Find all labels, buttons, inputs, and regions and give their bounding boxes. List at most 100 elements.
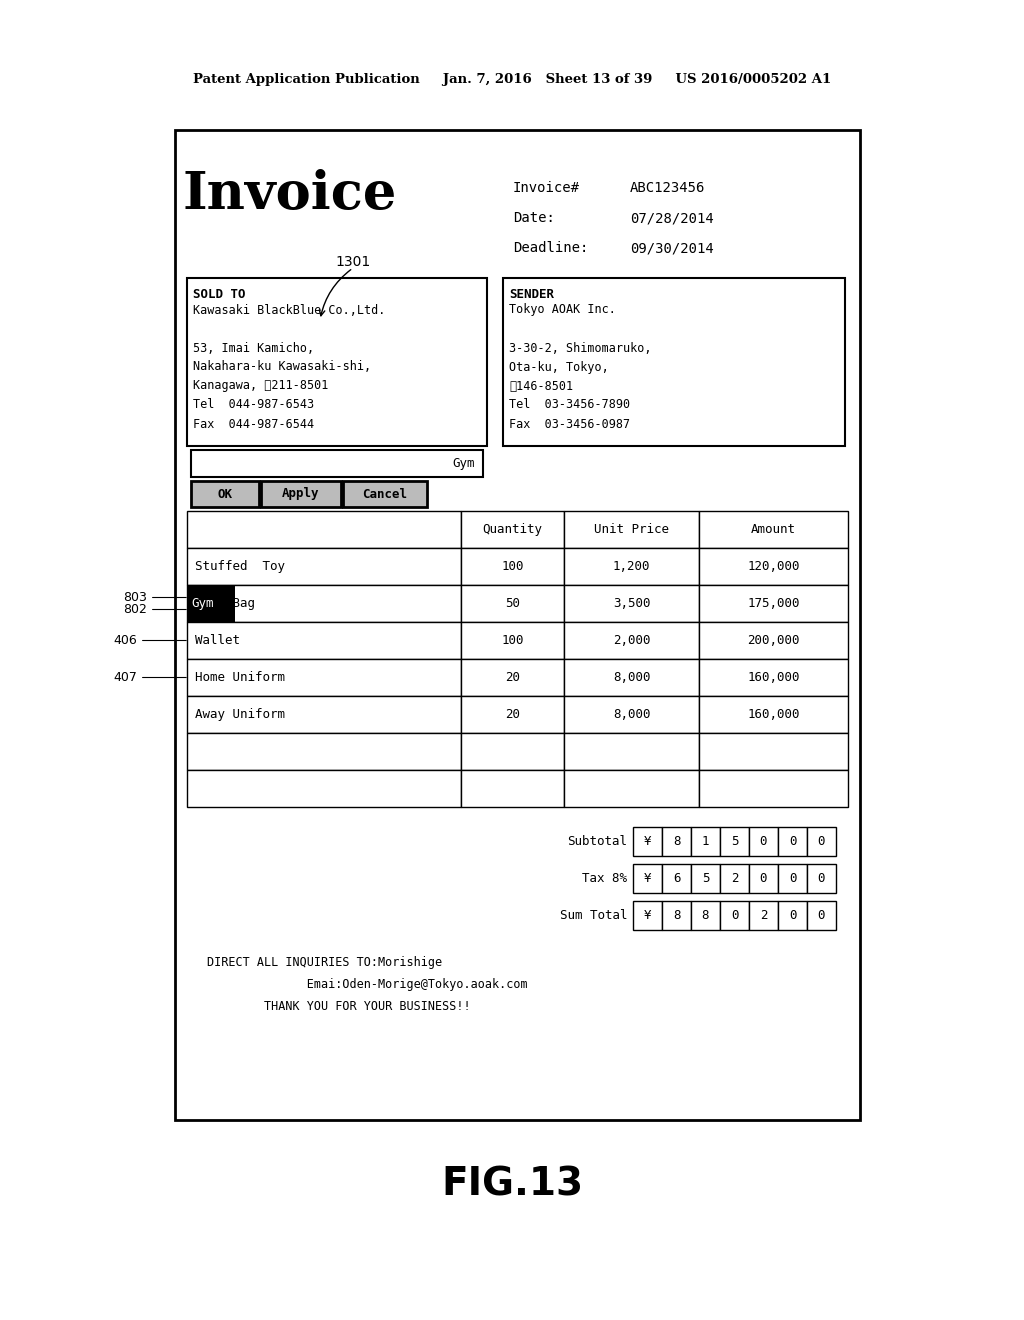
Text: Kawasaki BlackBlue Co.,Ltd.: Kawasaki BlackBlue Co.,Ltd. <box>193 304 385 317</box>
Bar <box>749 902 778 931</box>
Bar <box>699 622 848 659</box>
Text: Deadline:: Deadline: <box>513 242 589 255</box>
Bar <box>778 865 807 894</box>
Bar <box>807 902 836 931</box>
Bar <box>503 279 845 446</box>
Text: 8: 8 <box>701 909 710 921</box>
Text: 2,000: 2,000 <box>612 634 650 647</box>
Bar <box>699 548 848 585</box>
Bar <box>633 902 662 931</box>
Bar <box>462 585 564 622</box>
Text: 0: 0 <box>818 909 825 921</box>
Bar <box>633 865 662 894</box>
Text: 0: 0 <box>731 909 738 921</box>
Bar <box>807 865 836 894</box>
Text: Apply: Apply <box>283 487 319 500</box>
Text: 2: 2 <box>731 873 738 884</box>
Bar <box>699 733 848 770</box>
Bar <box>564 622 699 659</box>
Text: SOLD TO: SOLD TO <box>193 288 246 301</box>
Bar <box>343 480 427 507</box>
Bar <box>462 548 564 585</box>
Text: 0: 0 <box>788 909 797 921</box>
Bar <box>564 511 699 548</box>
Bar <box>187 659 462 696</box>
Text: Gym: Gym <box>191 597 213 610</box>
Text: 8,000: 8,000 <box>612 671 650 684</box>
Bar <box>462 733 564 770</box>
Bar <box>720 902 749 931</box>
Bar <box>662 828 691 855</box>
Text: Gym: Gym <box>453 457 475 470</box>
Bar <box>691 902 720 931</box>
Text: Fax  044-987-6544: Fax 044-987-6544 <box>193 417 314 430</box>
Bar <box>187 511 462 548</box>
Text: 160,000: 160,000 <box>748 708 800 721</box>
Text: 407: 407 <box>113 671 186 684</box>
Text: Tel  044-987-6543: Tel 044-987-6543 <box>193 399 314 412</box>
Text: 50: 50 <box>505 597 520 610</box>
Bar <box>462 696 564 733</box>
Bar <box>720 865 749 894</box>
Bar <box>699 585 848 622</box>
Text: 1,200: 1,200 <box>612 560 650 573</box>
Bar <box>720 828 749 855</box>
Bar <box>778 828 807 855</box>
Text: Gym  Bag: Gym Bag <box>195 597 255 610</box>
Text: 3,500: 3,500 <box>612 597 650 610</box>
Text: Invoice#: Invoice# <box>513 181 580 195</box>
Text: 8,000: 8,000 <box>612 708 650 721</box>
Text: SENDER: SENDER <box>509 288 554 301</box>
Bar <box>699 696 848 733</box>
Text: 0: 0 <box>818 836 825 847</box>
Text: Nakahara-ku Kawasaki-shi,: Nakahara-ku Kawasaki-shi, <box>193 360 371 374</box>
Text: Unit Price: Unit Price <box>594 523 669 536</box>
Text: 6: 6 <box>673 873 680 884</box>
Text: 20: 20 <box>505 671 520 684</box>
Bar <box>662 865 691 894</box>
Text: 07/28/2014: 07/28/2014 <box>630 211 714 224</box>
Text: Fax  03-3456-0987: Fax 03-3456-0987 <box>509 417 630 430</box>
Text: Amount: Amount <box>752 523 796 536</box>
Text: DIRECT ALL INQUIRIES TO:Morishige: DIRECT ALL INQUIRIES TO:Morishige <box>207 956 442 969</box>
Text: ¥: ¥ <box>644 909 651 921</box>
Text: 5: 5 <box>701 873 710 884</box>
Bar <box>187 585 462 622</box>
Text: 20: 20 <box>505 708 520 721</box>
Bar <box>462 659 564 696</box>
Text: OK: OK <box>217 487 232 500</box>
Text: 0: 0 <box>788 836 797 847</box>
Text: THANK YOU FOR YOUR BUSINESS!!: THANK YOU FOR YOUR BUSINESS!! <box>207 1001 471 1012</box>
Text: 175,000: 175,000 <box>748 597 800 610</box>
Text: Cancel: Cancel <box>362 487 408 500</box>
Bar <box>187 696 462 733</box>
Text: 100: 100 <box>502 634 524 647</box>
Text: Tokyo AOAK Inc.: Tokyo AOAK Inc. <box>509 304 615 317</box>
Text: 8: 8 <box>673 836 680 847</box>
Text: 0: 0 <box>818 873 825 884</box>
Bar <box>564 548 699 585</box>
Bar <box>187 733 462 770</box>
Text: Invoice: Invoice <box>183 169 397 220</box>
Text: Subtotal: Subtotal <box>567 836 627 847</box>
Text: Quantity: Quantity <box>482 523 543 536</box>
Bar <box>187 622 462 659</box>
Text: Tax 8%: Tax 8% <box>582 873 627 884</box>
Bar <box>191 450 483 477</box>
Text: ¥: ¥ <box>644 836 651 847</box>
Text: 803: 803 <box>123 591 186 605</box>
Text: 200,000: 200,000 <box>748 634 800 647</box>
Bar <box>778 902 807 931</box>
Text: 2: 2 <box>760 909 767 921</box>
Bar <box>564 770 699 807</box>
Text: Patent Application Publication     Jan. 7, 2016   Sheet 13 of 39     US 2016/000: Patent Application Publication Jan. 7, 2… <box>193 74 831 87</box>
Bar <box>749 828 778 855</box>
Bar <box>749 865 778 894</box>
Bar <box>699 511 848 548</box>
Bar <box>699 770 848 807</box>
Bar <box>691 828 720 855</box>
Text: Away Uniform: Away Uniform <box>195 708 285 721</box>
Bar <box>807 828 836 855</box>
Text: ¥: ¥ <box>644 873 651 884</box>
Text: 802: 802 <box>123 603 186 616</box>
